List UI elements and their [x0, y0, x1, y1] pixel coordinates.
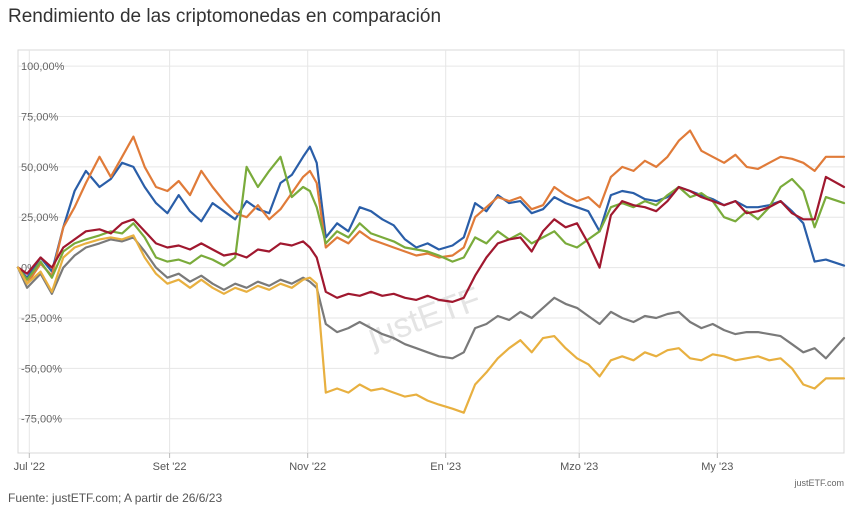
series-lines: [16, 129, 846, 414]
x-tick-label: Nov '22: [289, 461, 326, 473]
x-tick-label: My '23: [701, 461, 733, 473]
series-line-5[interactable]: [16, 236, 846, 360]
series-line-3[interactable]: [16, 155, 846, 281]
y-tick-label: -50,00%: [21, 363, 62, 375]
x-tick-label: Set '22: [153, 461, 187, 473]
y-tick-label: -75,00%: [21, 414, 62, 426]
y-tick-label: 100,00%: [21, 61, 65, 73]
y-tick-label: 25,00%: [21, 212, 59, 224]
chart-title: Rendimiento de las criptomonedas en comp…: [8, 6, 442, 27]
x-axis-ticks: Jul '22 Set '22 Nov '22 En '23 Mzo '23 My '23: [14, 453, 733, 473]
series-line-6[interactable]: [16, 234, 846, 414]
y-tick-label: 50,00%: [21, 162, 59, 174]
chart-credit[interactable]: justETF.com: [794, 478, 844, 488]
plot-area-border: [17, 49, 845, 454]
y-tick-label: -25,00%: [21, 313, 62, 325]
x-tick-label: Jul '22: [14, 461, 45, 473]
x-tick-label: En '23: [430, 461, 461, 473]
x-tick-label: Mzo '23: [560, 461, 598, 473]
source-note: Fuente: justETF.com; A partir de 26/6/23: [8, 491, 223, 505]
y-tick-label: 75,00%: [21, 112, 59, 124]
series-line-4[interactable]: [16, 175, 846, 303]
series-line-2[interactable]: [16, 129, 846, 285]
